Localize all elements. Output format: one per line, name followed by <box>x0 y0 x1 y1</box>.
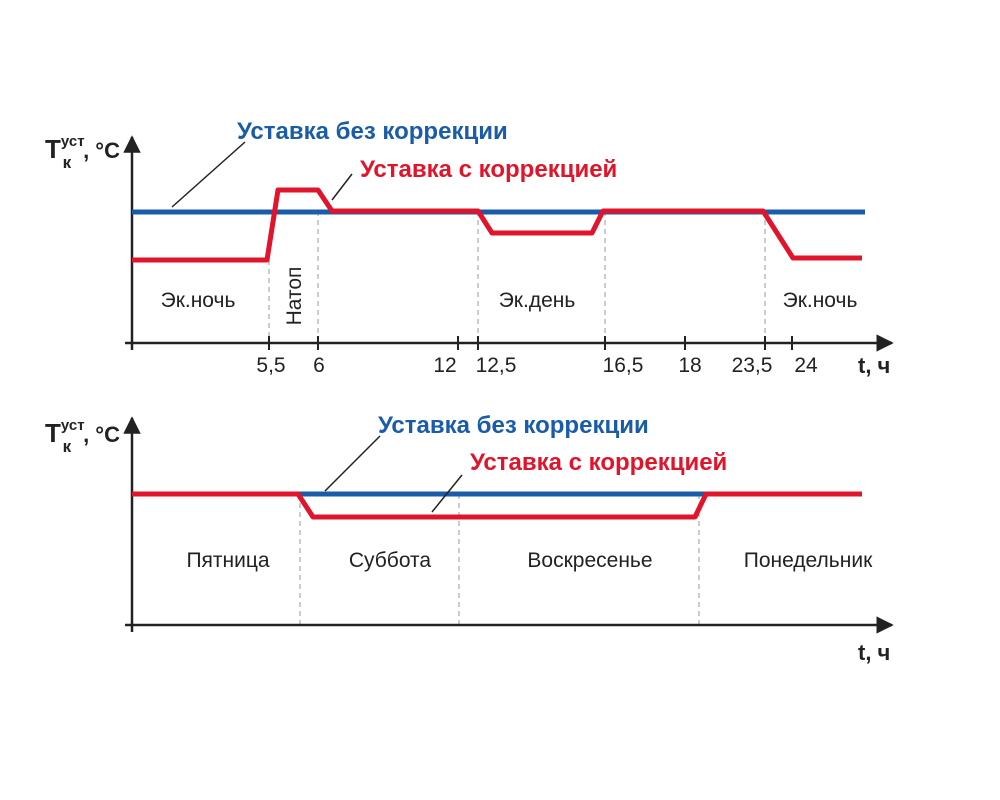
tick-label: 6 <box>313 354 325 377</box>
y-axis-label: Tуст к, °C <box>45 133 120 172</box>
tick-label: 5,5 <box>256 354 285 377</box>
tick-label: 18 <box>678 354 701 377</box>
leader-line <box>324 435 381 492</box>
tick-label: 16,5 <box>603 354 644 377</box>
x-axis-label: t, ч <box>858 640 890 665</box>
tick-label: 12,5 <box>476 354 517 377</box>
bottom-chart: Уставка без коррекции Уставка с коррекци… <box>45 412 894 665</box>
zone-label: Эк.ночь <box>161 289 236 312</box>
tick-label: 12 <box>433 354 456 377</box>
dashed-guides <box>268 211 766 343</box>
zone-labels: Пятница Суббота Воскресенье Понедельник <box>186 549 873 572</box>
top-chart: Уставка без коррекции Уставка с коррекци… <box>45 118 894 378</box>
zone-label: Эк.ночь <box>783 289 858 312</box>
leader-line <box>431 474 463 513</box>
zone-label: Понедельник <box>744 549 873 572</box>
zone-label: Суббота <box>349 549 432 572</box>
x-axis-label: t, ч <box>858 353 890 378</box>
tick-label: 24 <box>794 354 818 377</box>
tick-labels: 5,5 6 12 12,5 16,5 18 23,5 24 <box>256 354 818 377</box>
zone-labels: Эк.ночь Натоп Эк.день Эк.ночь <box>161 267 858 326</box>
tick-label: 23,5 <box>732 354 773 377</box>
y-axis-label: Tуст к, °C <box>45 417 120 456</box>
zone-label: Эк.день <box>499 289 576 312</box>
zone-label: Воскресенье <box>527 549 652 572</box>
zone-label: Пятница <box>186 549 269 572</box>
legend-plain: Уставка без коррекции <box>378 412 649 439</box>
leader-line <box>171 141 246 208</box>
leader-line <box>331 173 353 201</box>
legend-plain: Уставка без коррекции <box>237 118 508 145</box>
corrected-setpoint-line <box>132 491 800 520</box>
legend-corrected: Уставка с коррекцией <box>360 156 617 183</box>
legend-corrected: Уставка с коррекцией <box>470 449 727 476</box>
zone-label: Натоп <box>283 267 306 326</box>
tick-marks <box>268 336 793 350</box>
corrected-setpoint-line <box>132 187 862 263</box>
